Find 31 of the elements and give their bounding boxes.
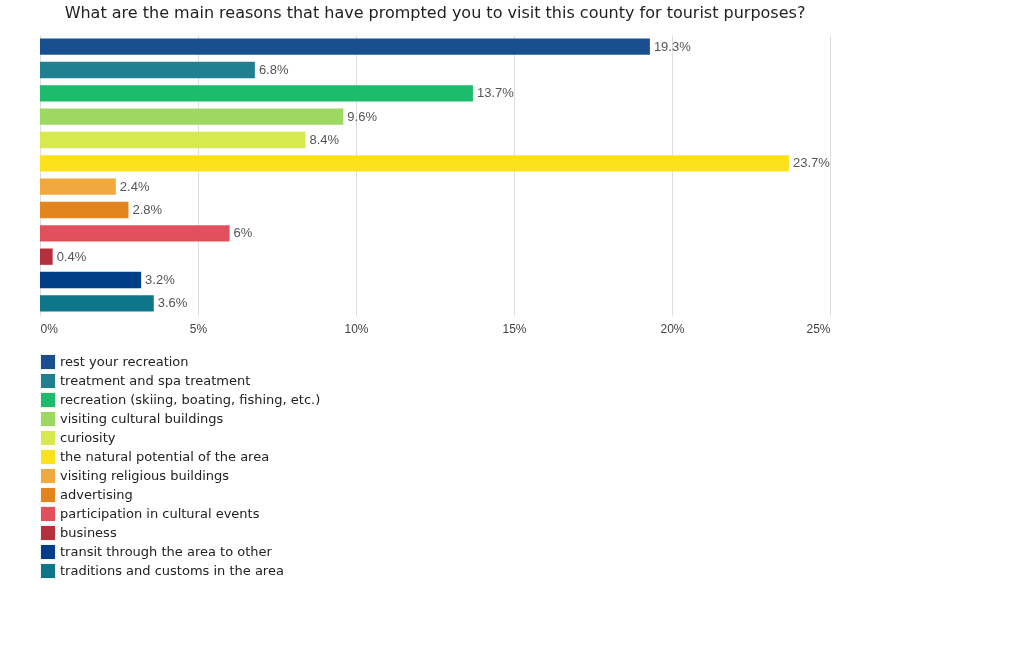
legend-label: treatment and spa treatment <box>60 373 251 388</box>
data-label: 3.2% <box>145 272 176 287</box>
legend-label: business <box>60 525 117 540</box>
legend-label: visiting cultural buildings <box>60 411 224 426</box>
data-label: 3.6% <box>157 295 188 311</box>
data-label: 8.4% <box>309 132 340 147</box>
legend-label: advertising <box>60 487 133 502</box>
x-tick-label: 10% <box>344 321 369 336</box>
x-tick-label: 5% <box>189 321 208 336</box>
legend-label: participation in cultural events <box>60 506 260 521</box>
legend-label: the natural potential of the area <box>60 449 270 464</box>
legend-label: recreation (skiing, boating, fishing, etc.) <box>60 392 321 407</box>
data-label: 23.7% <box>792 155 831 171</box>
x-tick-label: 0% <box>40 321 59 336</box>
data-label: 9.6% <box>347 108 378 124</box>
data-label: 6.8% <box>258 62 289 77</box>
data-label: 0.4% <box>56 248 87 264</box>
x-tick-label: 15% <box>502 321 527 336</box>
legend-label: curiosity <box>60 430 116 445</box>
legend-label: rest your recreation <box>60 354 189 369</box>
data-label: 6% <box>233 225 253 241</box>
legend-label: traditions and customs in the area <box>60 563 284 578</box>
x-tick-label: 25% <box>806 321 831 336</box>
data-label: 2.4% <box>119 178 150 194</box>
data-label: 2.8% <box>132 202 163 217</box>
chart-title: What are the main reasons that have prompted you to visit this county for tourist purposes? <box>64 3 806 22</box>
data-label: 13.7% <box>476 85 515 101</box>
legend-label: visiting religious buildings <box>60 468 230 483</box>
data-label: 19.3% <box>653 38 692 54</box>
legend-label: transit through the area to other <box>60 544 273 559</box>
x-tick-label: 20% <box>660 321 685 336</box>
